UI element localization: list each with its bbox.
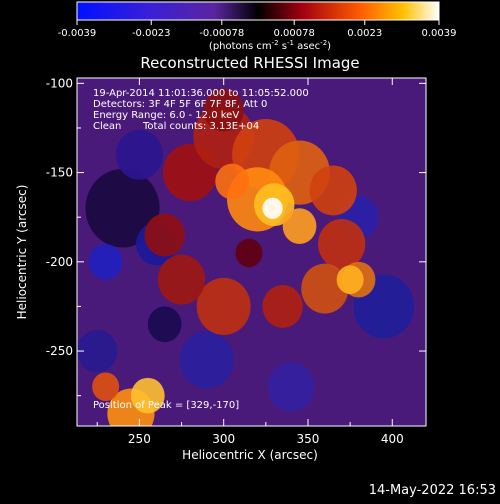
y-tick-label: -100 <box>46 76 73 90</box>
annotation-energy-range: Energy Range: 6.0 - 12.0 keV <box>93 110 239 121</box>
x-axis-label: Heliocentric X (arcsec) <box>182 448 318 462</box>
colorbar-tick-label: 0.0039 <box>422 28 457 39</box>
emission-region <box>130 377 165 414</box>
annotation-block: 19-Apr-2014 11:01:36.000 to 11:05:52.000… <box>93 88 309 132</box>
emission-region <box>77 329 118 373</box>
emission-region <box>88 243 123 280</box>
annotation-detectors: Detectors: 3F 4F 5F 6F 7F 8F, Att 0 <box>93 99 267 110</box>
emission-region <box>196 277 251 335</box>
emission-region <box>309 165 357 216</box>
plot-frame <box>76 77 427 427</box>
emission-region <box>157 254 206 305</box>
emission-region <box>147 306 182 343</box>
x-tick-label: 250 <box>128 432 151 446</box>
colorbar-tick-label: -0.0023 <box>132 28 171 39</box>
emission-region <box>301 263 349 314</box>
emission-region <box>144 213 185 257</box>
colorbar-ticks: -0.0039 -0.0023 -0.00078 0.00078 0.0023 0.003… <box>58 20 457 39</box>
emission-region <box>92 372 120 402</box>
emission-region <box>179 331 234 389</box>
emission-region <box>85 169 160 248</box>
y-tick-label: -200 <box>46 255 73 269</box>
colorbar <box>76 1 440 21</box>
annotation-time-range: 19-Apr-2014 11:01:36.000 to 11:05:52.000 <box>93 88 309 99</box>
emission-region <box>235 238 263 268</box>
chart-title: Reconstructed RHESSI Image <box>140 54 359 72</box>
emission-region <box>318 218 366 269</box>
heatmap-image <box>77 78 426 426</box>
emission-region <box>336 265 364 294</box>
colorbar-tick-label: -0.0039 <box>58 28 97 39</box>
colorbar-tick-label: 0.00078 <box>274 28 315 39</box>
emission-region <box>282 208 317 244</box>
annotation-method: Clean <box>93 121 121 132</box>
x-tick-label: 400 <box>381 432 404 446</box>
colorbar-tick-label: 0.0023 <box>347 28 382 39</box>
y-tick-label: -150 <box>46 166 73 180</box>
axes: 250 300 350 400 -100 -150 -200 -250 <box>46 76 426 446</box>
footer-timestamp: 14-May-2022 16:53 <box>369 483 496 498</box>
emission-region <box>215 163 249 200</box>
peak-label: Position of Peak = [329,-170] <box>93 400 239 411</box>
y-axis-label: Heliocentric Y (arcsec) <box>15 185 29 320</box>
x-tick-label: 350 <box>297 432 320 446</box>
y-tick-label: -250 <box>46 344 73 358</box>
emission-region <box>203 88 244 132</box>
emission-region <box>115 129 163 180</box>
x-tick-label: 300 <box>212 432 235 446</box>
emission-region <box>262 197 283 219</box>
colorbar-tick-label: -0.00078 <box>199 28 244 39</box>
annotation-total-counts: Total counts: 3.13E+04 <box>142 121 259 132</box>
emission-region <box>267 361 315 412</box>
emission-region <box>262 285 303 328</box>
colorbar-units: (photons cm-2 s-1 asec-2) <box>209 39 331 52</box>
